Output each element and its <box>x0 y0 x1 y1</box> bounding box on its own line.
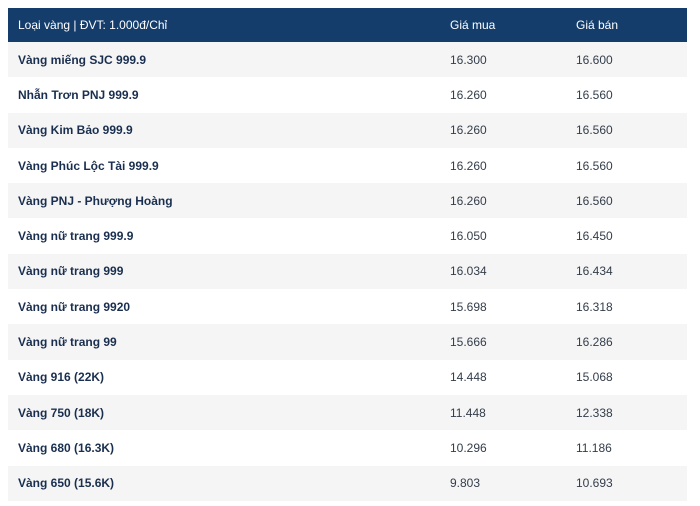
gold-type-cell: Vàng nữ trang 999.9 <box>18 229 134 244</box>
buy-price-cell: 11.448 <box>450 405 486 420</box>
gold-type-cell: Vàng 916 (22K) <box>18 370 105 385</box>
table-row: Vàng miếng SJC 999.9 16.300 16.600 <box>8 42 687 78</box>
buy-price-cell: 15.698 <box>450 299 487 314</box>
gold-type-cell: Vàng nữ trang 9920 <box>18 299 131 314</box>
sell-price-cell: 16.560 <box>576 158 613 173</box>
table-row: Vàng nữ trang 99 15.666 16.286 <box>8 324 687 360</box>
buy-price-cell: 16.260 <box>450 158 487 173</box>
buy-price-cell: 16.260 <box>450 87 487 102</box>
buy-price-cell: 16.050 <box>450 229 487 244</box>
table-body: Vàng miếng SJC 999.9 16.300 16.600 Nhẫn … <box>8 42 687 501</box>
table-row: Vàng 750 (18K) 11.448 12.338 <box>8 394 687 431</box>
buy-price-cell: 9.803 <box>450 476 481 491</box>
table-row: Vàng 650 (15.6K) 9.803 10.693 <box>8 465 687 501</box>
table-row: Vàng nữ trang 999 16.034 16.434 <box>8 253 687 290</box>
header-gold-type: Loại vàng | ĐVT: 1.000đ/Chỉ <box>18 18 168 32</box>
buy-price-cell: 15.666 <box>450 335 487 350</box>
table-row: Vàng Phúc Lộc Tài 999.9 16.260 16.560 <box>8 147 687 184</box>
header-buy-price: Giá mua <box>450 18 496 32</box>
buy-price-cell: 16.300 <box>450 52 487 67</box>
table-row: Vàng Kim Bảo 999.9 16.260 16.560 <box>8 112 687 148</box>
buy-price-cell: 10.296 <box>450 440 487 455</box>
table-row: Vàng nữ trang 9920 15.698 16.318 <box>8 289 687 325</box>
sell-price-cell: 15.068 <box>576 370 613 385</box>
gold-price-table: Loại vàng | ĐVT: 1.000đ/Chỉ Giá mua Giá … <box>8 8 687 501</box>
table-row: Vàng PNJ - Phượng Hoàng 16.260 16.560 <box>8 183 687 219</box>
sell-price-cell: 12.338 <box>576 405 613 420</box>
sell-price-cell: 16.560 <box>576 123 613 138</box>
gold-type-cell: Vàng 650 (15.6K) <box>18 476 115 491</box>
gold-type-cell: Vàng Kim Bảo 999.9 <box>18 123 133 138</box>
table-header-row: Loại vàng | ĐVT: 1.000đ/Chỉ Giá mua Giá … <box>8 8 687 42</box>
sell-price-cell: 16.600 <box>576 52 613 67</box>
gold-type-cell: Vàng 750 (18K) <box>18 405 105 420</box>
gold-type-cell: Vàng miếng SJC 999.9 <box>18 52 147 67</box>
table-row: Vàng 916 (22K) 14.448 15.068 <box>8 359 687 395</box>
table-row: Vàng nữ trang 999.9 16.050 16.450 <box>8 218 687 254</box>
table-row: Vàng 680 (16.3K) 10.296 11.186 <box>8 430 687 466</box>
sell-price-cell: 16.318 <box>576 299 613 314</box>
gold-type-cell: Vàng Phúc Lộc Tài 999.9 <box>18 158 159 173</box>
gold-type-cell: Vàng nữ trang 999 <box>18 264 124 279</box>
table-row: Nhẫn Trơn PNJ 999.9 16.260 16.560 <box>8 77 687 113</box>
gold-type-cell: Vàng nữ trang 99 <box>18 335 117 350</box>
gold-type-cell: Vàng 680 (16.3K) <box>18 440 115 455</box>
sell-price-cell: 16.560 <box>576 193 613 208</box>
gold-type-cell: Vàng PNJ - Phượng Hoàng <box>18 193 173 208</box>
buy-price-cell: 16.260 <box>450 193 487 208</box>
gold-type-cell: Nhẫn Trơn PNJ 999.9 <box>18 87 139 102</box>
sell-price-cell: 16.434 <box>576 264 613 279</box>
sell-price-cell: 11.186 <box>576 440 612 455</box>
buy-price-cell: 14.448 <box>450 370 487 385</box>
buy-price-cell: 16.034 <box>450 264 487 279</box>
sell-price-cell: 16.560 <box>576 87 613 102</box>
buy-price-cell: 16.260 <box>450 123 487 138</box>
gold-price-table-container: Loại vàng | ĐVT: 1.000đ/Chỉ Giá mua Giá … <box>8 8 687 501</box>
header-sell-price: Giá bán <box>576 18 619 32</box>
sell-price-cell: 10.693 <box>576 476 613 491</box>
sell-price-cell: 16.450 <box>576 229 613 244</box>
sell-price-cell: 16.286 <box>576 335 613 350</box>
table-header: Loại vàng | ĐVT: 1.000đ/Chỉ Giá mua Giá … <box>8 8 687 42</box>
